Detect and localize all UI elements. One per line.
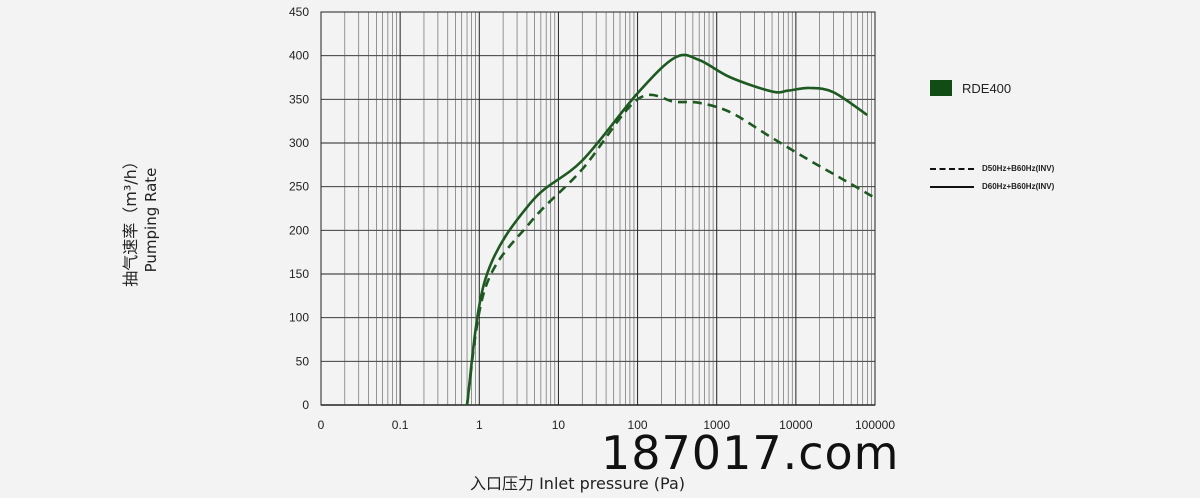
x-tick-label: 1 [476,418,483,432]
legend-entry-dashed: D50Hz+B60Hz(INV) [930,164,1054,173]
legend-dashed-sample [930,167,974,170]
series-line-d60hz [465,53,869,406]
y-tick-label: 450 [289,5,309,19]
x-tick-label: 100000 [855,418,895,432]
y-axis-label-cn: 抽气速率（m³/h） [121,153,140,287]
y-tick-label: 250 [289,180,309,194]
x-tick-label: 0.1 [392,418,409,432]
plot-frame [320,11,876,406]
y-axis-label-en: Pumping Rate [142,168,160,273]
legend-solid-label: D60Hz+B60Hz(INV) [982,182,1055,191]
y-tick-label: 200 [289,223,309,237]
legend-dashed-label: D50Hz+B60Hz(INV) [982,164,1055,173]
watermark: 187017.com [601,426,900,480]
x-axis-label: 入口压力 Inlet pressure (Pa) [470,474,686,493]
y-tick-label: 300 [289,136,309,150]
x-tick-label: 1000 [703,418,730,432]
legend-swatch-label: RDE400 [962,80,1012,96]
y-tick-label: 50 [296,354,310,368]
legend-solid-sample [930,185,974,188]
y-tick-label: 100 [289,311,309,325]
axis-ticks: 0 50 100 150 200 250 300 350 400 450 0 0.1 1 10 100 100… [289,5,895,432]
y-tick-label: 350 [289,92,309,106]
x-tick-label: 100 [628,418,648,432]
y-tick-label: 0 [302,398,309,412]
y-axis-label: 抽气速率（m³/h） Pumping Rate [110,140,190,300]
x-tick-label: 10000 [779,418,813,432]
x-tick-label: 10 [552,418,566,432]
legend-swatch [930,80,952,96]
y-tick-label: 150 [289,267,309,281]
legend-swatch-entry: RDE400 [930,80,1011,96]
x-tick-label: 0 [318,418,325,432]
y-tick-label: 400 [289,49,309,63]
series-line-d50hz [465,93,876,406]
legend-entry-solid: D60Hz+B60Hz(INV) [930,182,1054,191]
series-lines [465,53,876,406]
grid [320,11,876,406]
